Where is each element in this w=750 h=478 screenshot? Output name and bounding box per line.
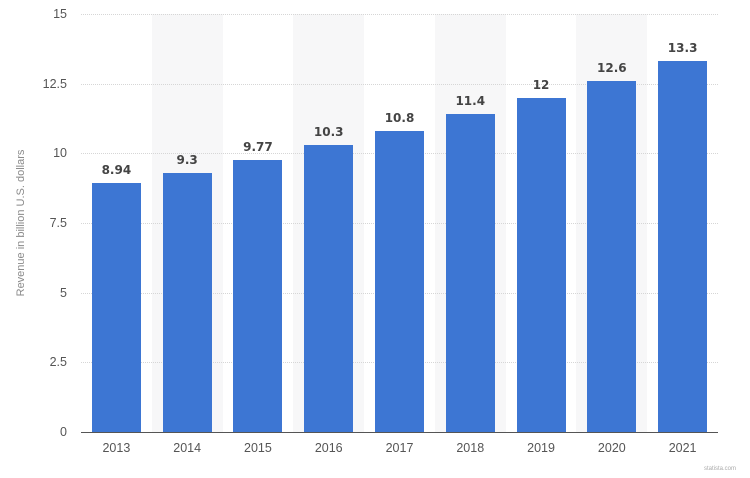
bar-2019 xyxy=(516,97,566,432)
y-tick-label: 15 xyxy=(53,7,67,21)
bar-2014 xyxy=(162,172,212,432)
bar-value-label: 8.94 xyxy=(101,162,132,177)
y-tick-label: 5 xyxy=(60,285,67,300)
y-tick-label: 0 xyxy=(60,425,67,439)
x-tick-label: 2019 xyxy=(527,441,555,455)
source-credit: statista.com xyxy=(703,466,736,472)
bar-2015 xyxy=(233,159,283,432)
bar-value-label: 9.77 xyxy=(243,139,273,154)
x-tick-label: 2014 xyxy=(173,441,202,455)
bar-2021 xyxy=(658,61,708,432)
y-axis-label: Revenue in billion U.S. dollars xyxy=(15,149,27,297)
bar-2016 xyxy=(304,144,354,432)
bar-value-label: 12 xyxy=(532,77,550,92)
bar-2017 xyxy=(375,131,424,432)
x-axis-line xyxy=(81,432,718,433)
x-tick-label: 2021 xyxy=(668,441,697,455)
bar-value-label: 9.3 xyxy=(176,152,198,167)
x-tick-label: 2016 xyxy=(314,441,343,455)
gridline xyxy=(81,83,718,85)
y-tick-label: 12.5 xyxy=(42,76,67,91)
bar-2018 xyxy=(445,114,495,432)
bar-value-label: 10.8 xyxy=(384,111,415,126)
bar-value-label: 11.4 xyxy=(455,94,486,109)
y-tick-label: 7.5 xyxy=(49,216,67,230)
y-tick-label: 10 xyxy=(53,146,67,161)
x-tick-label: 2015 xyxy=(244,441,272,455)
x-tick-label: 2013 xyxy=(102,441,131,455)
bar-value-label: 12.6 xyxy=(597,60,627,75)
bar-value-label: 10.3 xyxy=(313,124,344,139)
x-tick-label: 2018 xyxy=(456,441,485,455)
gridline xyxy=(81,14,718,15)
y-tick-label: 2.5 xyxy=(49,355,67,370)
x-tick-label: 2020 xyxy=(597,441,626,455)
bar-2020 xyxy=(587,80,637,432)
x-tick-label: 2017 xyxy=(385,441,414,455)
bar-2013 xyxy=(91,182,141,432)
bar-value-label: 13.3 xyxy=(667,41,698,56)
